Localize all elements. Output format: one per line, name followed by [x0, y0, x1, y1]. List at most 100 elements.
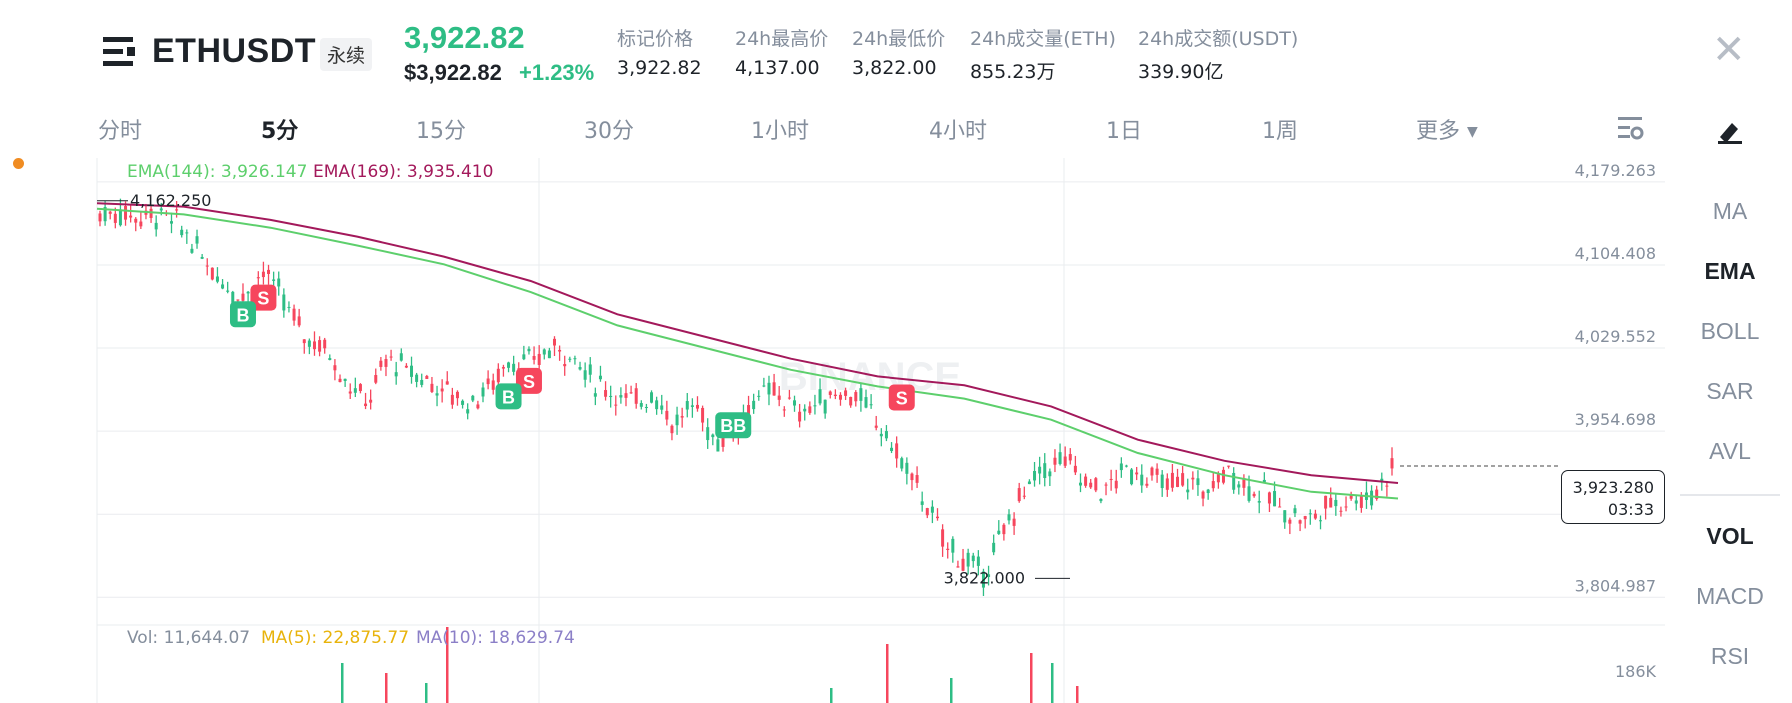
candle-body — [379, 360, 383, 367]
tab-more-label: 更多 — [1416, 119, 1461, 144]
tab-1d[interactable]: 1日 — [1106, 119, 1142, 144]
candle-body — [1262, 479, 1266, 483]
candle-body — [890, 447, 894, 451]
candle-body — [665, 410, 669, 420]
indicator-ema[interactable]: EMA — [1704, 258, 1756, 284]
low-price-label: 3,822.000 — [944, 568, 1025, 587]
tab-1h[interactable]: 1小时 — [751, 119, 809, 144]
volume-bar — [1076, 686, 1079, 703]
candle-body — [650, 392, 654, 403]
menu-icon[interactable] — [103, 34, 137, 68]
tab-1w[interactable]: 1周 — [1262, 119, 1298, 144]
signal-label: BB — [720, 416, 746, 436]
candle-body — [1298, 520, 1302, 524]
draw-tool-icon[interactable] — [1716, 117, 1744, 145]
indicator-macd[interactable]: MACD — [1696, 583, 1764, 609]
tab-5m[interactable]: 5分 — [261, 119, 299, 144]
tab-4h[interactable]: 4小时 — [929, 119, 987, 144]
candle-body — [1145, 483, 1149, 486]
tab-time-share[interactable]: 分时 — [98, 119, 143, 144]
close-icon[interactable]: ✕ — [1712, 28, 1746, 72]
candle-body — [828, 391, 832, 395]
candle-body — [455, 391, 459, 399]
candle-body — [598, 375, 602, 380]
candle-body — [256, 277, 260, 279]
candle-body — [920, 501, 924, 505]
candle-body — [624, 393, 628, 398]
y-tick-label: 4,029.552 — [1575, 327, 1656, 346]
candle-body — [1043, 463, 1047, 479]
ema169-legend: EMA(169): 3,935.410 — [313, 162, 494, 182]
candle-body — [981, 571, 985, 588]
candle-body — [445, 381, 449, 385]
candle-body — [675, 414, 679, 426]
candle-body — [312, 341, 316, 350]
candle-body — [1191, 477, 1195, 480]
candle-body — [1375, 489, 1379, 500]
candle-body — [1002, 524, 1006, 535]
indicator-boll[interactable]: BOLL — [1700, 318, 1760, 344]
candle-body — [1084, 476, 1088, 486]
candle-body — [159, 208, 163, 211]
candle-body — [1089, 482, 1093, 488]
indicator-rsi[interactable]: RSI — [1710, 643, 1750, 669]
candle-body — [547, 350, 551, 359]
indicator-avl[interactable]: AVL — [1709, 438, 1751, 464]
candle-body — [374, 375, 378, 383]
candle-body — [992, 542, 996, 553]
candle-body — [471, 395, 475, 401]
candle-body — [854, 392, 858, 402]
candle-body — [246, 291, 250, 294]
candle-body — [1319, 520, 1323, 522]
candle-body — [399, 353, 403, 361]
candle-body — [323, 339, 327, 349]
chart-settings-icon[interactable] — [1617, 114, 1645, 142]
tab-15m[interactable]: 15分 — [416, 119, 466, 144]
candle-body — [859, 388, 863, 401]
volume-bar — [1030, 653, 1033, 703]
candle-body — [415, 374, 419, 382]
candle-body — [1058, 452, 1062, 464]
candle-body — [1038, 466, 1042, 474]
candle-body — [501, 367, 505, 369]
vol-legend: Vol: 11,644.07 — [127, 628, 251, 648]
y-tick-label: 4,104.408 — [1575, 244, 1656, 263]
candle-body — [1313, 513, 1317, 519]
candle-body — [772, 382, 776, 396]
candle-body — [711, 434, 715, 438]
symbol-title[interactable]: ETHUSDT — [152, 32, 317, 70]
candle-body — [169, 221, 173, 224]
low-24h-label: 24h最低价 — [852, 28, 946, 50]
candle-body — [241, 293, 245, 301]
tab-30m[interactable]: 30分 — [584, 119, 634, 144]
sell-signal-marker — [250, 284, 277, 311]
candle-body — [481, 387, 485, 397]
candle-body — [670, 425, 674, 434]
candle-body — [124, 206, 128, 220]
candle-body — [604, 390, 608, 397]
candle-body — [951, 538, 955, 553]
candle-body — [318, 340, 322, 352]
volume-24h-label: 24h成交量(ETH) — [970, 28, 1116, 50]
indicator-sar[interactable]: SAR — [1706, 378, 1754, 404]
candle-body — [593, 393, 597, 397]
candle-body — [1201, 491, 1205, 499]
tab-more[interactable]: 更多 ▼ — [1416, 113, 1478, 145]
candle-body — [1099, 498, 1103, 502]
indicator-ma[interactable]: MA — [1712, 198, 1748, 224]
candle-body — [302, 339, 306, 344]
candle-body — [1130, 469, 1134, 485]
candle-body — [752, 400, 756, 410]
candle-body — [440, 388, 444, 392]
candle-body — [466, 409, 470, 414]
candle-body — [803, 408, 807, 412]
y-tick-label: 3,804.987 — [1575, 576, 1656, 595]
candle-body — [215, 276, 219, 282]
candle-body — [1267, 492, 1271, 504]
candle-body — [1344, 506, 1348, 508]
candle-body — [900, 458, 904, 469]
indicator-vol[interactable]: VOL — [1706, 523, 1754, 549]
sell-signal-marker — [515, 367, 542, 394]
candle-body — [634, 388, 638, 404]
